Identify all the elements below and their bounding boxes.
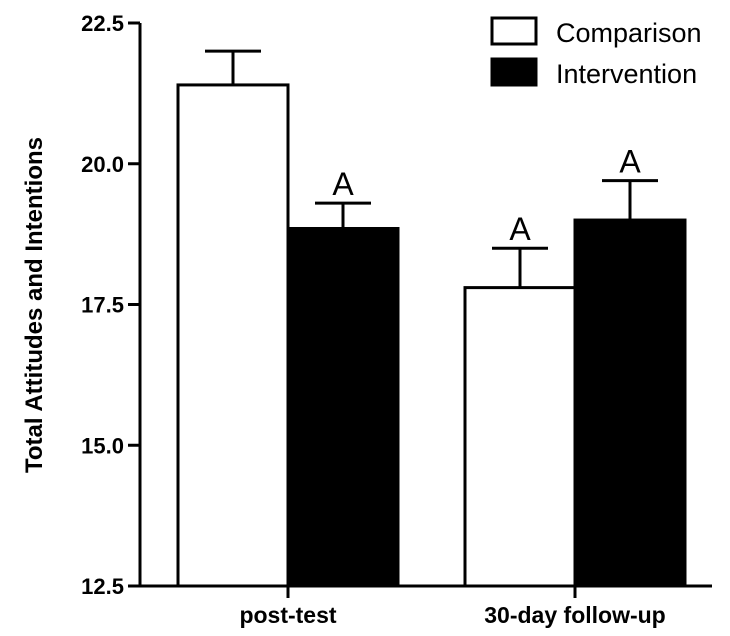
- y-tick-label: 20.0: [81, 152, 124, 177]
- bar-intervention: [573, 218, 687, 588]
- legend: Comparison Intervention: [490, 16, 702, 89]
- bar-intervention: [286, 226, 400, 588]
- bar-comparison: [463, 286, 577, 588]
- y-tick-label: 12.5: [81, 574, 124, 599]
- x-tick-label: 30-day follow-up: [484, 602, 665, 628]
- x-tick-label: post-test: [239, 602, 336, 628]
- significance-label: A: [509, 211, 531, 247]
- legend-swatch-comparison: [490, 16, 538, 46]
- y-axis-title: Total Attitudes and Intentions: [21, 137, 48, 473]
- legend-label-intervention: Intervention: [556, 59, 697, 89]
- y-tick-label: 15.0: [81, 433, 124, 458]
- bar-comparison: [176, 83, 290, 588]
- y-tick-label: 17.5: [81, 293, 124, 318]
- legend-swatch-intervention: [490, 57, 538, 87]
- y-tick-label: 22.5: [81, 11, 124, 36]
- significance-label: A: [619, 144, 641, 180]
- significance-label: A: [332, 166, 354, 202]
- legend-label-comparison: Comparison: [556, 18, 702, 48]
